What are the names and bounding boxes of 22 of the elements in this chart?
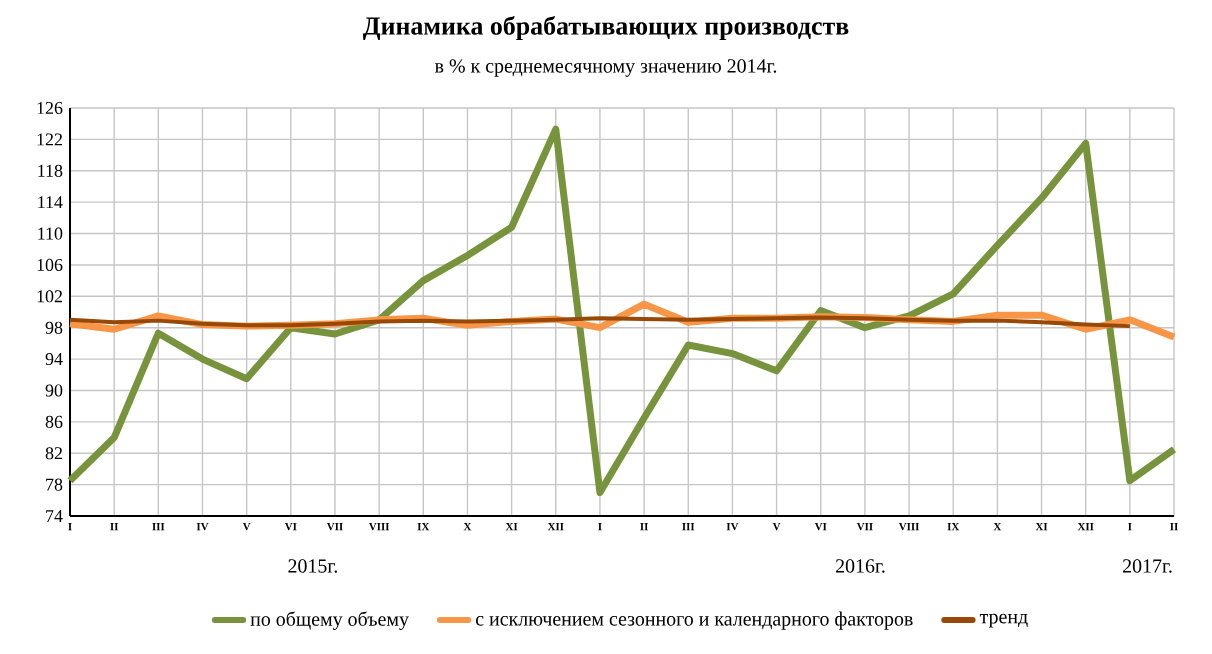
chart-title: Динамика обрабатывающих производств (362, 15, 849, 41)
y-tick-label: 86 (45, 415, 63, 428)
y-tick-label: 90 (45, 384, 63, 397)
y-tick-label: 94 (45, 353, 63, 366)
y-tick-label: 106 (37, 258, 63, 271)
legend-label: по общему объему (250, 611, 409, 630)
text: 2016г. (835, 559, 885, 573)
text: 2015г. (288, 559, 337, 573)
y-tick-label: 74 (46, 510, 63, 522)
y-tick-label: 126 (37, 101, 63, 115)
y-tick-label: 82 (45, 447, 62, 460)
y-tick-label: 114 (38, 196, 63, 209)
chart-subtitle: в % к среднемесячному значению 2014г. (434, 59, 777, 77)
text: 2017г. (1123, 559, 1172, 573)
y-tick-label: 110 (38, 227, 63, 240)
legend-label: тренд (979, 613, 1028, 628)
y-tick-label: 118 (38, 164, 63, 177)
y-tick-label: 78 (46, 478, 63, 491)
y-tick-label: 122 (37, 133, 62, 146)
legend-label: с исключением сезонного и календарного факторов (475, 611, 913, 630)
y-tick-label: 98 (45, 321, 63, 334)
y-tick-label: 102 (37, 290, 62, 303)
